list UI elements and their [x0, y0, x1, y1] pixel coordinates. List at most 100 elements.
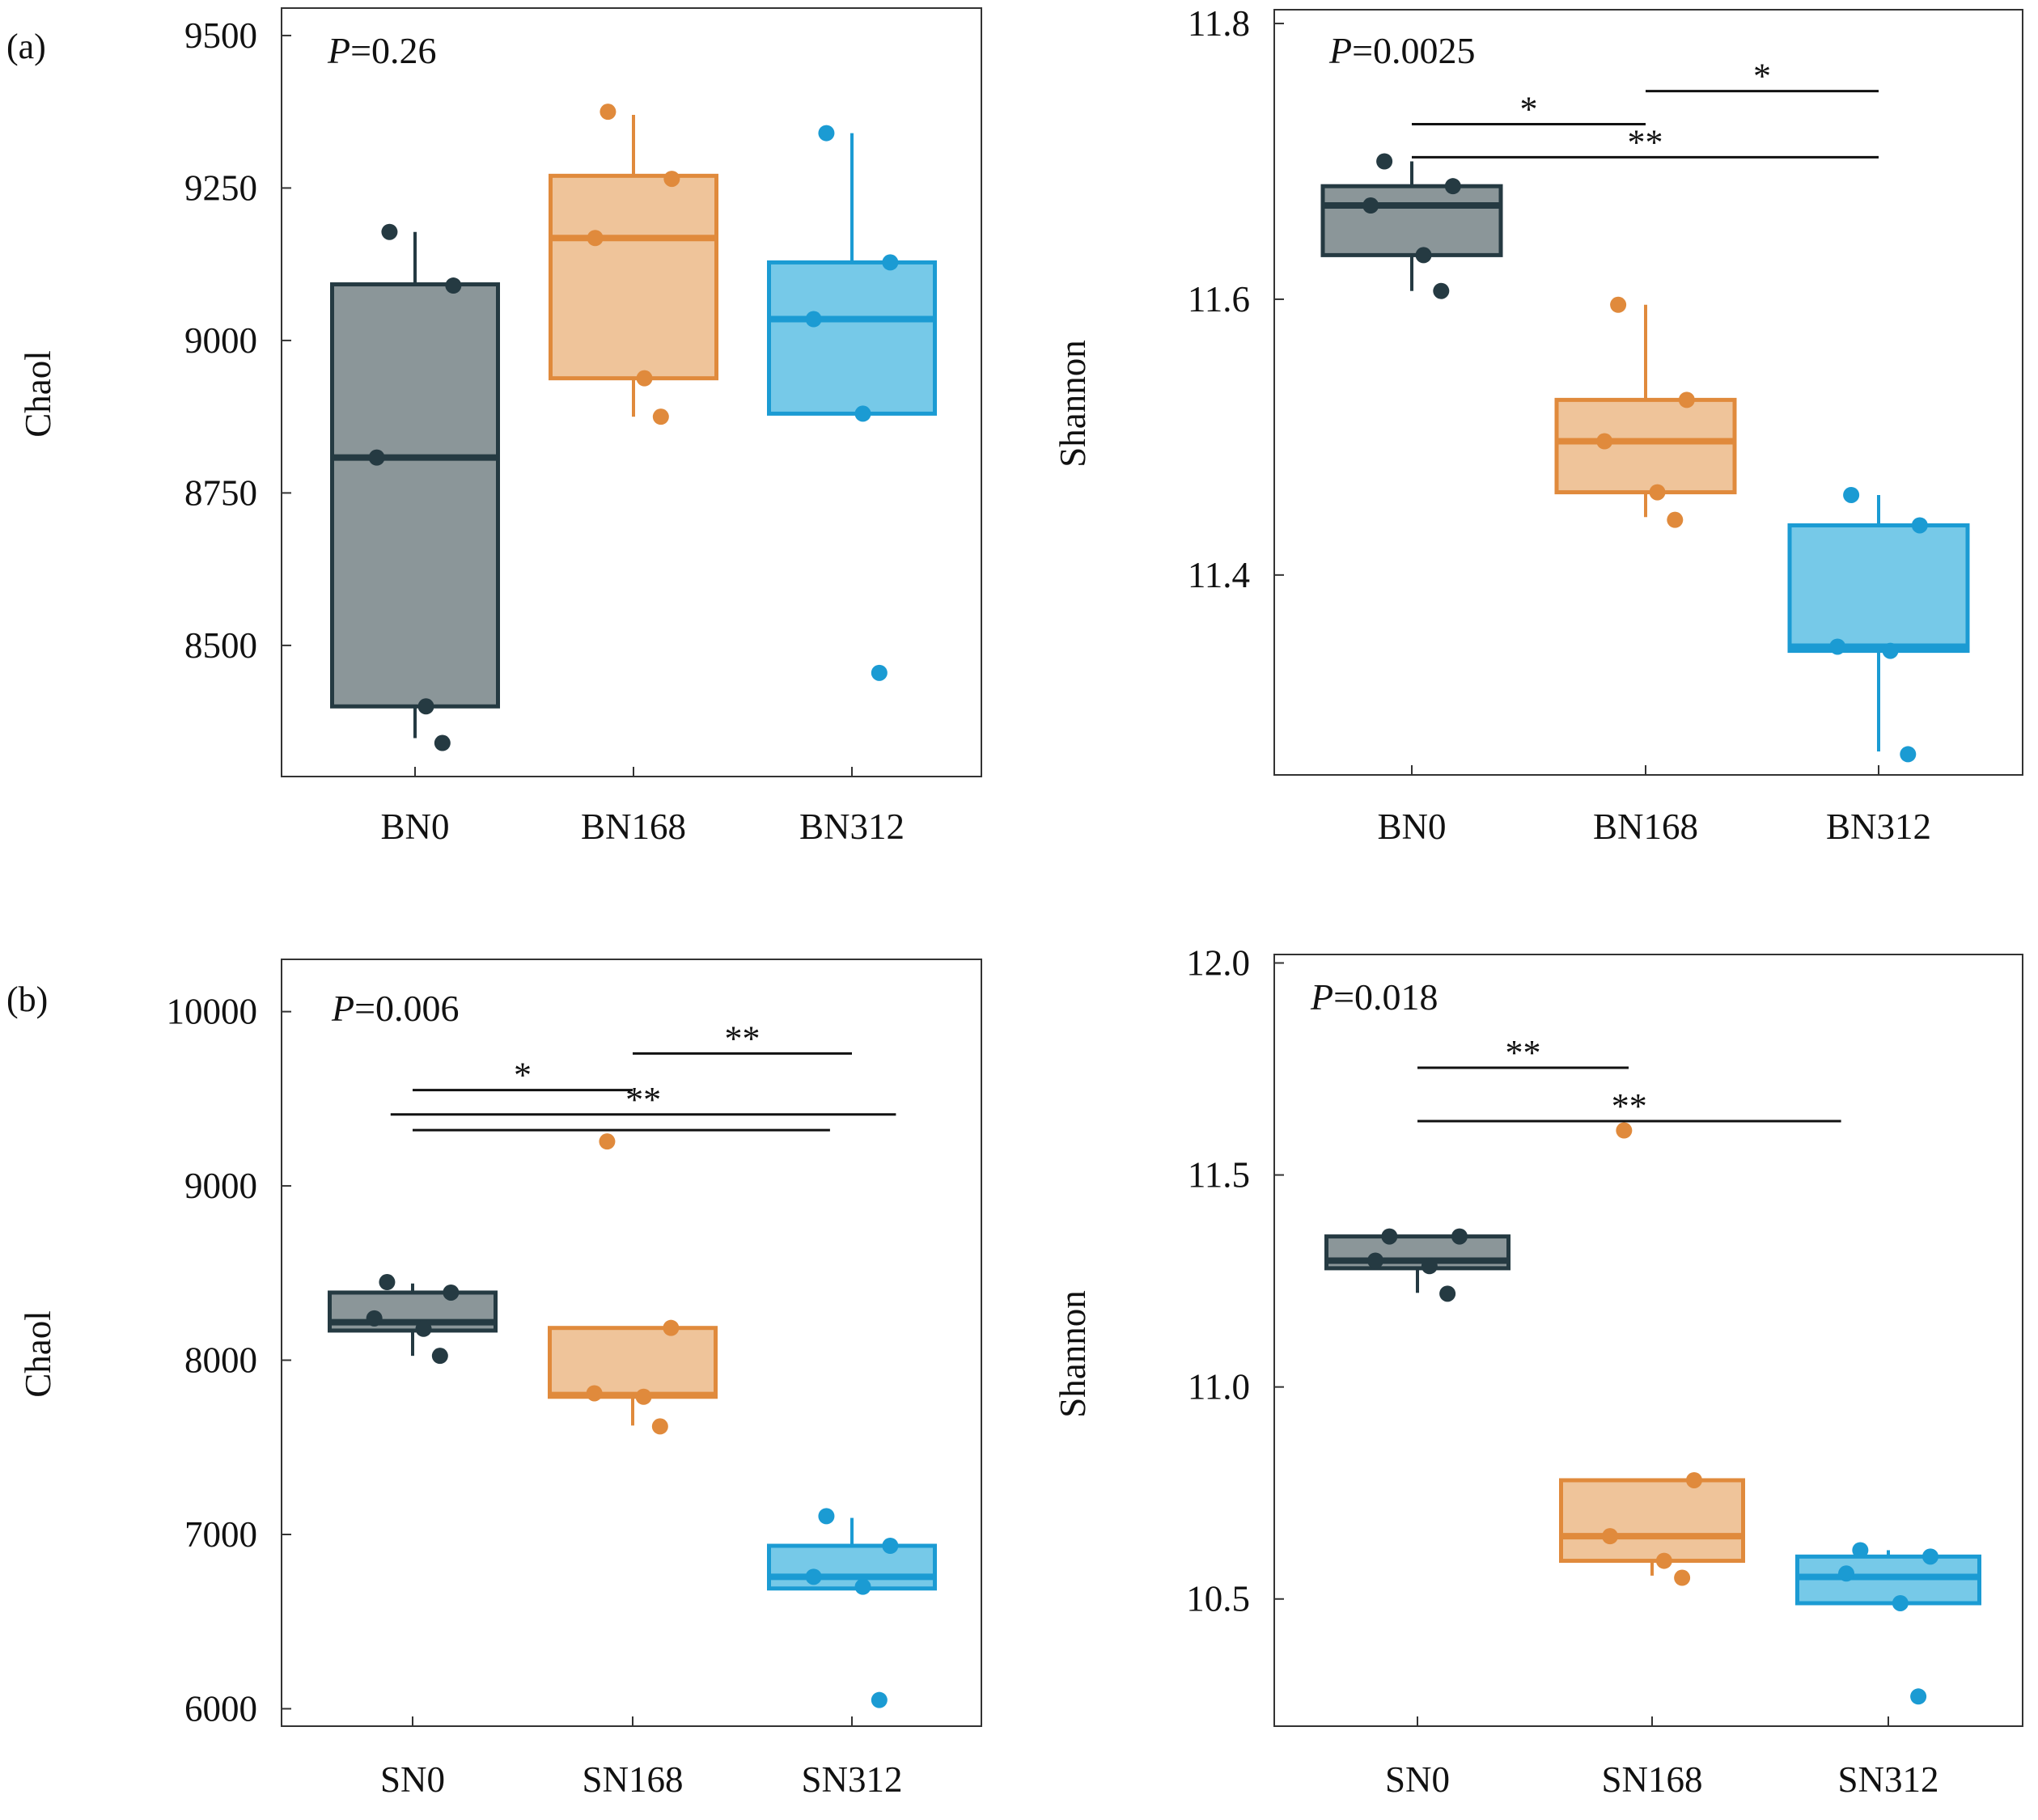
data-point	[600, 104, 616, 121]
data-point	[805, 1568, 822, 1585]
significance-star: *	[1520, 89, 1538, 129]
data-point	[368, 449, 385, 466]
box-iqr	[1320, 184, 1503, 257]
p-symbol: P	[1310, 976, 1333, 1018]
data-point	[1685, 1471, 1702, 1488]
y-tick-label: 11.6	[1188, 279, 1250, 320]
data-point	[1667, 511, 1684, 528]
significance-star: *	[1753, 57, 1771, 96]
p-symbol: P	[327, 30, 350, 71]
data-point	[854, 405, 871, 422]
x-category-label: BN312	[799, 806, 905, 847]
p-value-text: P=0.0025	[1328, 30, 1476, 71]
significance-star: *	[514, 1056, 532, 1095]
p-symbol: P	[331, 988, 354, 1029]
y-tick-label: 6000	[184, 1688, 257, 1729]
data-point	[882, 254, 899, 271]
y-tick-label: 9500	[184, 15, 257, 56]
plot-frame	[281, 7, 982, 777]
data-point	[417, 698, 434, 715]
data-point	[445, 277, 462, 294]
data-point	[1610, 296, 1627, 313]
data-point	[1911, 517, 1928, 534]
p-symbol: P	[1328, 30, 1352, 71]
data-point	[1843, 486, 1860, 503]
p-value: =0.006	[354, 988, 459, 1029]
data-point	[1852, 1542, 1869, 1559]
y-tick-label: 9000	[184, 1166, 257, 1206]
data-point	[818, 1508, 835, 1525]
data-point	[652, 408, 669, 425]
significance-star: **	[1628, 122, 1663, 162]
x-category-label: BN168	[1593, 806, 1698, 847]
x-category-label: SN312	[801, 1759, 902, 1800]
y-tick-label: 12.0	[1186, 942, 1250, 983]
chart-panel-3: 10.5 11.0 11.5 12.0 SN0 SN168 SN312 Shannon P=0.…	[1053, 942, 2023, 1800]
significance-star: **	[725, 1018, 761, 1058]
data-point	[805, 311, 822, 328]
data-point	[1367, 1252, 1384, 1269]
data-point	[1451, 1228, 1468, 1245]
significance-star: **	[1506, 1033, 1541, 1073]
data-point	[1649, 484, 1666, 501]
p-value-text: P=0.26	[327, 30, 437, 71]
data-point	[1655, 1552, 1672, 1569]
data-point	[1678, 392, 1695, 408]
x-category-label: SN0	[1385, 1759, 1450, 1800]
y-tick-label: 7000	[184, 1514, 257, 1555]
p-value-text: P=0.006	[331, 988, 460, 1029]
box-BN168	[549, 114, 718, 417]
significance-star: **	[625, 1080, 661, 1120]
y-tick-label: 8000	[184, 1340, 257, 1381]
data-point	[415, 1320, 432, 1337]
y-tick-label: 9250	[184, 167, 257, 208]
data-point	[636, 370, 653, 387]
data-point	[443, 1284, 460, 1301]
p-value-text: P=0.018	[1310, 976, 1438, 1018]
data-point	[587, 230, 604, 247]
y-tick-label: 11.0	[1188, 1367, 1250, 1407]
y-tick-label: 9000	[184, 320, 257, 361]
box-iqr	[767, 260, 937, 416]
data-point	[1900, 746, 1917, 763]
data-point	[1376, 153, 1393, 170]
data-point	[599, 1133, 616, 1150]
data-point	[431, 1348, 448, 1365]
x-category-label: SN0	[380, 1759, 445, 1800]
box-BN312	[767, 133, 937, 416]
y-tick-label: 11.4	[1188, 555, 1250, 595]
data-point	[1616, 1122, 1633, 1139]
data-point	[635, 1388, 652, 1405]
y-tick-label: 8500	[184, 625, 257, 666]
box-BN0	[330, 231, 500, 739]
data-point	[1910, 1688, 1927, 1705]
data-point	[1596, 433, 1613, 450]
data-point	[871, 664, 888, 681]
chart-panel-0: 8500 8750 9000 9250 9500 BN0 BN168 BN312 Chaol (a…	[6, 7, 982, 847]
data-point	[1829, 638, 1846, 655]
data-point	[1602, 1528, 1619, 1545]
y-tick-label: 10.5	[1186, 1579, 1250, 1619]
data-point	[1674, 1569, 1691, 1586]
x-category-label: BN0	[1377, 806, 1446, 847]
y-tick-label: 8750	[184, 472, 257, 513]
x-category-label: SN312	[1837, 1759, 1938, 1800]
x-category-label: SN168	[582, 1759, 683, 1800]
box-iqr	[548, 1326, 718, 1399]
significance-star: **	[1612, 1086, 1647, 1126]
data-point	[1421, 1258, 1438, 1275]
data-point	[663, 1319, 680, 1336]
box-iqr	[330, 282, 500, 709]
data-point	[882, 1538, 899, 1555]
panel-label: (a)	[6, 27, 46, 66]
box-iqr	[549, 173, 718, 381]
y-axis-label: Chaol	[18, 1310, 58, 1398]
data-point	[854, 1578, 871, 1595]
y-tick-label: 11.8	[1188, 3, 1250, 44]
chart-panel-2: 6000 7000 8000 9000 10000 SN0 SN168 SN312 Chaol (…	[6, 959, 982, 1800]
plot-frame	[1273, 9, 2023, 776]
p-value: =0.0025	[1352, 30, 1475, 71]
data-point	[651, 1418, 668, 1435]
data-point	[1439, 1285, 1456, 1302]
